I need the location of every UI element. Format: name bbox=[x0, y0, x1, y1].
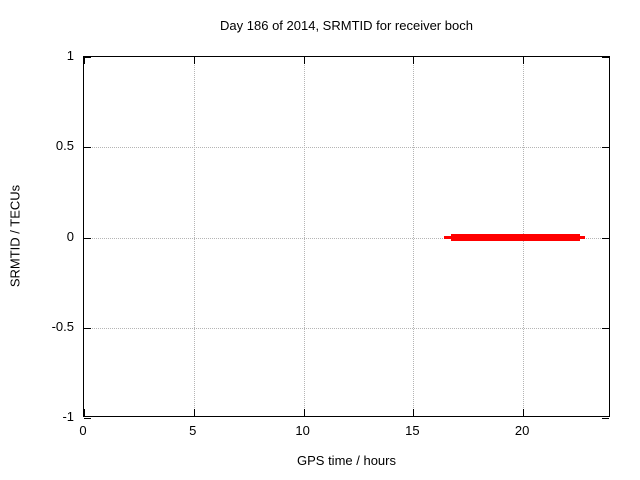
x-tick-label: 20 bbox=[514, 423, 530, 438]
x-tick-mark bbox=[523, 409, 525, 416]
y-tick-label: -1 bbox=[62, 409, 74, 424]
y-tick-mark bbox=[84, 57, 91, 58]
y-tick-mark bbox=[84, 327, 91, 329]
y-tick-mark bbox=[602, 57, 609, 58]
x-tick-mark bbox=[303, 57, 305, 64]
chart-title: Day 186 of 2014, SRMTID for receiver boc… bbox=[220, 18, 473, 33]
grid-line-horizontal bbox=[84, 237, 609, 239]
x-tick-mark bbox=[193, 57, 195, 64]
x-tick-mark bbox=[413, 409, 415, 416]
grid-line-vertical bbox=[413, 57, 415, 416]
plot-area bbox=[83, 56, 610, 419]
x-tick-mark bbox=[193, 409, 195, 416]
grid-line-vertical bbox=[193, 57, 195, 416]
y-tick-label: 0.5 bbox=[55, 138, 74, 154]
srmtid-series-segment bbox=[450, 234, 581, 241]
x-tick-mark bbox=[84, 409, 85, 416]
y-tick-mark bbox=[84, 418, 91, 419]
x-axis-label: GPS time / hours bbox=[297, 453, 396, 468]
grid-line-vertical bbox=[303, 57, 305, 416]
y-tick-mark bbox=[602, 418, 609, 419]
grid-line-horizontal bbox=[84, 327, 609, 329]
y-tick-label: 0 bbox=[66, 228, 74, 244]
x-tick-label: 5 bbox=[189, 423, 197, 438]
x-tick-mark bbox=[523, 57, 525, 64]
y-tick-mark bbox=[602, 327, 609, 329]
y-tick-mark bbox=[84, 237, 91, 239]
x-tick-mark bbox=[413, 57, 415, 64]
x-tick-label: 10 bbox=[295, 423, 310, 438]
y-tick-mark bbox=[602, 237, 609, 239]
grid-line-horizontal bbox=[84, 147, 609, 149]
x-tick-label: 15 bbox=[405, 423, 420, 438]
y-tick-label: -0.5 bbox=[51, 318, 74, 334]
x-tick-mark bbox=[303, 409, 305, 416]
x-tick-mark bbox=[84, 57, 85, 64]
y-tick-label: 1 bbox=[66, 48, 74, 63]
x-tick-label: 0 bbox=[79, 423, 87, 438]
y-tick-mark bbox=[602, 147, 609, 149]
y-tick-mark bbox=[84, 147, 91, 149]
